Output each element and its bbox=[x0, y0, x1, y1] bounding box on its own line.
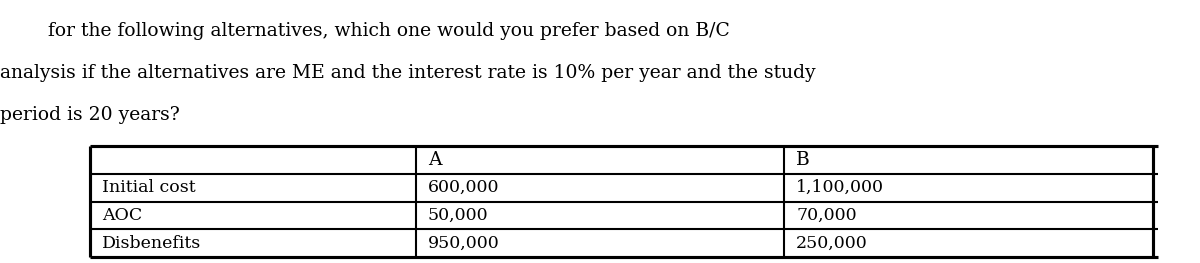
Text: analysis if the alternatives are ME and the interest rate is 10% per year and th: analysis if the alternatives are ME and … bbox=[0, 64, 816, 82]
Text: 70,000: 70,000 bbox=[797, 207, 857, 224]
Text: 50,000: 50,000 bbox=[427, 207, 488, 224]
Text: 1,100,000: 1,100,000 bbox=[797, 179, 884, 196]
Text: AOC: AOC bbox=[102, 207, 143, 224]
Text: Initial cost: Initial cost bbox=[102, 179, 196, 196]
Text: Disbenefits: Disbenefits bbox=[102, 235, 202, 252]
Text: period is 20 years?: period is 20 years? bbox=[0, 106, 180, 124]
Text: B: B bbox=[797, 151, 810, 169]
Text: for the following alternatives, which one would you prefer based on B/C: for the following alternatives, which on… bbox=[0, 22, 730, 40]
Text: 600,000: 600,000 bbox=[427, 179, 499, 196]
Text: 950,000: 950,000 bbox=[427, 235, 499, 252]
Text: A: A bbox=[427, 151, 442, 169]
Text: 250,000: 250,000 bbox=[797, 235, 868, 252]
